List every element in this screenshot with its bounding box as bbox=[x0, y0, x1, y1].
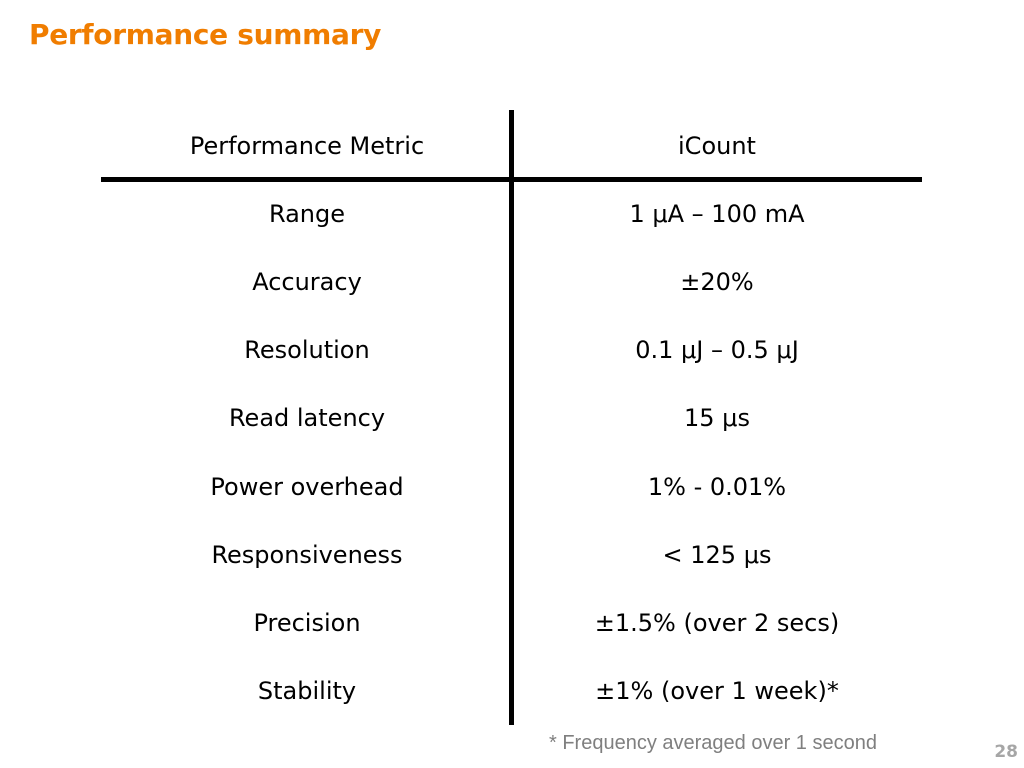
row-responsiveness-value: < 125 μs bbox=[662, 541, 772, 569]
row-range-value: 1 μA – 100 mA bbox=[629, 200, 805, 228]
row-precision-metric: Precision bbox=[253, 609, 361, 637]
row-power-overhead-metric: Power overhead bbox=[210, 473, 404, 501]
row-read-latency-value: 15 μs bbox=[684, 404, 750, 432]
header-metric: Performance Metric bbox=[189, 132, 425, 160]
row-precision-value: ±1.5% (over 2 secs) bbox=[594, 609, 840, 637]
page-number: 28 bbox=[994, 742, 1018, 762]
table-column-divider bbox=[509, 110, 514, 725]
row-range-metric: Range bbox=[268, 200, 346, 228]
row-resolution-metric: Resolution bbox=[244, 336, 370, 364]
table-header-divider bbox=[101, 177, 922, 182]
header-value: iCount bbox=[678, 132, 756, 160]
footnote: * Frequency averaged over 1 second bbox=[549, 732, 877, 754]
slide-title: Performance summary bbox=[29, 18, 382, 51]
row-accuracy-value: ±20% bbox=[680, 268, 754, 296]
row-stability-value: ±1% (over 1 week)* bbox=[595, 677, 839, 705]
row-stability-metric: Stability bbox=[257, 677, 357, 705]
row-accuracy-metric: Accuracy bbox=[252, 268, 362, 296]
row-responsiveness-metric: Responsiveness bbox=[211, 541, 403, 569]
row-resolution-value: 0.1 μJ – 0.5 μJ bbox=[635, 336, 799, 364]
row-read-latency-metric: Read latency bbox=[228, 404, 386, 432]
row-power-overhead-value: 1% - 0.01% bbox=[647, 473, 787, 501]
